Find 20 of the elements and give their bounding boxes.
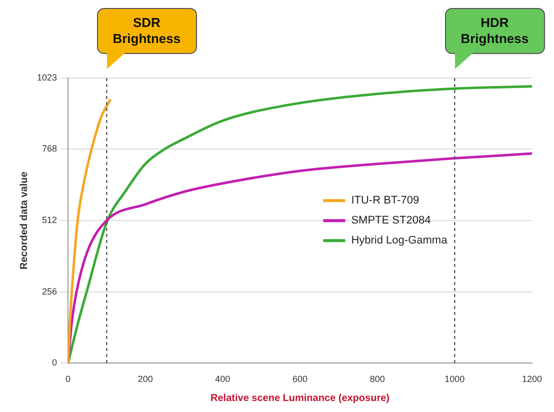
ref-line-label: SDR Brightness: [96, 8, 197, 54]
legend-label: SMPTE ST2084: [351, 214, 431, 227]
x-tick-label: 800: [370, 374, 385, 384]
y-axis-title: Recorded data value: [18, 171, 30, 270]
y-tick-label: 256: [42, 286, 58, 296]
x-axis-title: Relative scene Luminance (exposure): [210, 392, 390, 404]
x-tick-label: 1000: [444, 374, 465, 384]
x-tick-label: 400: [215, 374, 230, 384]
line-series: [68, 98, 112, 364]
x-tick-label: 0: [66, 374, 71, 384]
y-tick-label: 768: [42, 144, 58, 154]
y-tick-label: 1023: [36, 72, 58, 82]
x-tick-label: 1200: [522, 374, 542, 384]
legend-label: Hybrid Log-Gamma: [351, 234, 448, 247]
x-tick-label: 200: [138, 374, 153, 384]
ref-line-label: HDR Brightness: [444, 8, 545, 54]
x-tick-label: 600: [292, 374, 308, 384]
legend-label: ITU-R BT-709: [351, 194, 420, 207]
y-tick-label: 512: [42, 214, 58, 225]
y-tick-label: 0: [52, 358, 58, 368]
